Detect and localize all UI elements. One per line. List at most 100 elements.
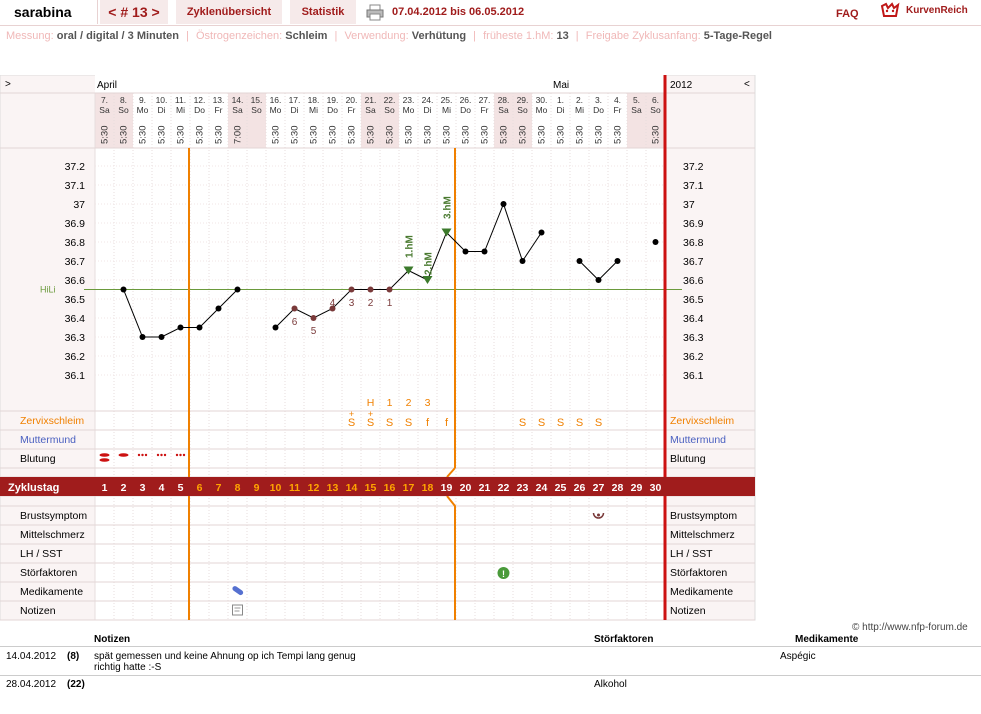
row-label-zervixschleim: Zervixschleim (20, 415, 84, 427)
temperature-point (500, 201, 507, 207)
nav-left-arrow[interactable]: > (5, 79, 11, 90)
date-range: 07.04.2012 bis 06.05.2012 (392, 6, 525, 18)
day-weekday: So (118, 105, 129, 115)
row-label-medikamente: Medikamente (20, 586, 83, 598)
temperature-point (215, 305, 222, 312)
cycle-day-number: 5 (178, 482, 184, 494)
cycle-day-number: 17 (403, 482, 415, 494)
user-name: sarabina (0, 0, 98, 24)
day-date: 12. (194, 95, 206, 105)
temperature-line (275, 202, 523, 328)
faq-link[interactable]: FAQ (836, 8, 859, 20)
low-label: 5 (311, 326, 317, 337)
temperature-point (519, 258, 526, 264)
y-axis-label: 36.7 (65, 256, 86, 268)
temperature-point (310, 315, 317, 321)
notes-header-notizen: Notizen (94, 634, 131, 645)
cycle-day-number: 20 (460, 482, 472, 494)
measure-time: 5:30 (480, 126, 491, 145)
day-weekday: Sa (99, 105, 110, 115)
y-axis-label: 36.4 (65, 313, 86, 325)
day-weekday: Do (194, 105, 205, 115)
tab-statistik[interactable]: Statistik (290, 0, 356, 24)
brand-name[interactable]: KurvenReich (906, 5, 968, 16)
day-weekday: So (517, 105, 528, 115)
measure-time: 5:30 (442, 126, 453, 145)
measure-time: 5:30 (366, 126, 377, 145)
temperature-point (234, 286, 241, 293)
day-weekday: Mo (403, 105, 415, 115)
mucus-count-label: 3 (425, 397, 431, 409)
temperature-point (538, 229, 545, 236)
cycle-day-number: 1 (102, 482, 108, 494)
tab-zyklenuebersicht[interactable]: Zyklenübersicht (176, 0, 282, 24)
day-weekday: Do (460, 105, 471, 115)
note-date: 14.04.2012 (6, 651, 57, 662)
y-axis-label: 37 (73, 199, 85, 211)
divider (0, 675, 981, 676)
row-label-muttermund: Muttermund (20, 434, 76, 446)
day-date: 18. (308, 95, 320, 105)
mucus-symbol: S (595, 417, 602, 429)
mucus-symbol: S (538, 417, 545, 429)
kurvenreich-logo-icon[interactable] (880, 2, 900, 20)
cycle-day-number: 24 (536, 482, 548, 494)
day-date: 16. (270, 95, 282, 105)
row-label-zyklustag: Zyklustag (8, 482, 59, 494)
y-axis-label: 36.6 (65, 275, 86, 287)
printer-icon[interactable] (366, 3, 384, 21)
breast-symptom-icon (597, 513, 600, 517)
cycle-day-number: 7 (216, 482, 222, 494)
row-label-notizen: Notizen (670, 605, 706, 617)
row-label-stoerfaktoren: Störfaktoren (670, 567, 727, 579)
y-axis-label: 36.1 (65, 370, 86, 382)
mucus-count-label: H (367, 397, 375, 409)
measure-time: 5:30 (537, 126, 548, 145)
day-date: 10. (156, 95, 168, 105)
row-label-brustsymptom: Brustsymptom (20, 510, 87, 522)
day-weekday: Di (556, 105, 564, 115)
measure-time: 5:30 (100, 126, 111, 145)
y-axis-label: 37.2 (683, 161, 704, 173)
day-date: 23. (403, 95, 415, 105)
day-date: 1. (557, 95, 564, 105)
bleeding-mark (144, 453, 148, 457)
measure-time: 5:30 (195, 126, 206, 145)
setting-value: Schleim (285, 30, 328, 42)
cycle-day-number: 22 (498, 482, 510, 494)
copyright[interactable]: © http://www.nfp-forum.de (852, 622, 968, 633)
mucus-symbol: S (405, 417, 412, 429)
cycle-day-number: 21 (479, 482, 491, 494)
measure-time: 5:30 (214, 126, 225, 145)
cycle-day-number: 30 (650, 482, 662, 494)
y-axis-label: 37.1 (65, 180, 86, 192)
cycle-day-number: 29 (631, 482, 643, 494)
row-label-lh-sst: LH / SST (20, 548, 63, 560)
day-date: 28. (498, 95, 510, 105)
day-weekday: So (251, 105, 262, 115)
day-date: 5. (633, 95, 640, 105)
bleeding-mark (99, 458, 110, 462)
note-disturbance: Alkohol (594, 679, 627, 690)
measure-time: 5:30 (347, 126, 358, 145)
row-label-mittelschmerz: Mittelschmerz (20, 529, 85, 541)
cycle-nav[interactable]: < # 13 > (100, 0, 168, 24)
weekend-header-bg (380, 93, 399, 148)
row-label-blutung: Blutung (20, 453, 56, 465)
day-weekday: Mi (176, 105, 185, 115)
y-axis-label: 36.4 (683, 313, 704, 325)
measure-time: 5:30 (461, 126, 472, 145)
day-weekday: Sa (631, 105, 642, 115)
cycle-day-number: 23 (517, 482, 529, 494)
temperature-point (158, 334, 165, 340)
nav-right-arrow[interactable]: < (744, 79, 750, 90)
temperature-point (462, 248, 469, 255)
day-weekday: Sa (365, 105, 376, 115)
day-date: 19. (327, 95, 339, 105)
settings-line: Messung: oral / digital / 3 Minuten | Ös… (6, 30, 772, 42)
day-date: 20. (346, 95, 358, 105)
temperature-point (595, 277, 602, 283)
year-label: 2012 (670, 80, 693, 91)
measure-time: 5:30 (271, 126, 282, 145)
cycle-day-number: 18 (422, 482, 434, 494)
